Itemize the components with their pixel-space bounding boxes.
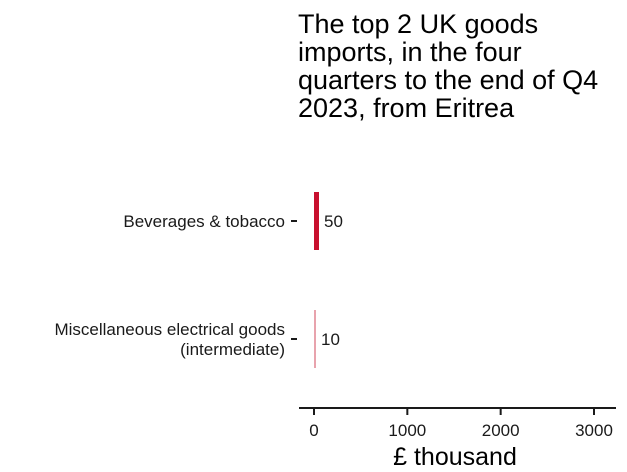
category-label: Miscellaneous electrical goods (intermedi… xyxy=(54,320,285,359)
x-tick-label: 2000 xyxy=(482,421,520,440)
bars xyxy=(314,192,319,368)
x-tick-label: 0 xyxy=(309,421,318,440)
category-labels: Beverages & tobacco Miscellaneous electri… xyxy=(54,212,285,359)
x-axis-title: £ thousand xyxy=(393,443,517,471)
data-labels: 50 10 xyxy=(321,212,343,349)
bar xyxy=(314,310,316,368)
data-label: 10 xyxy=(321,330,340,349)
x-axis-ticks: 0 1000 2000 3000 xyxy=(309,408,613,440)
x-tick-label: 3000 xyxy=(575,421,613,440)
y-axis-ticks xyxy=(291,220,297,340)
x-tick-label: 1000 xyxy=(388,421,426,440)
category-label: Beverages & tobacco xyxy=(123,212,285,231)
data-label: 50 xyxy=(324,212,343,231)
bar xyxy=(314,192,319,250)
chart-title: The top 2 UK goods imports, in the four … xyxy=(298,9,599,123)
